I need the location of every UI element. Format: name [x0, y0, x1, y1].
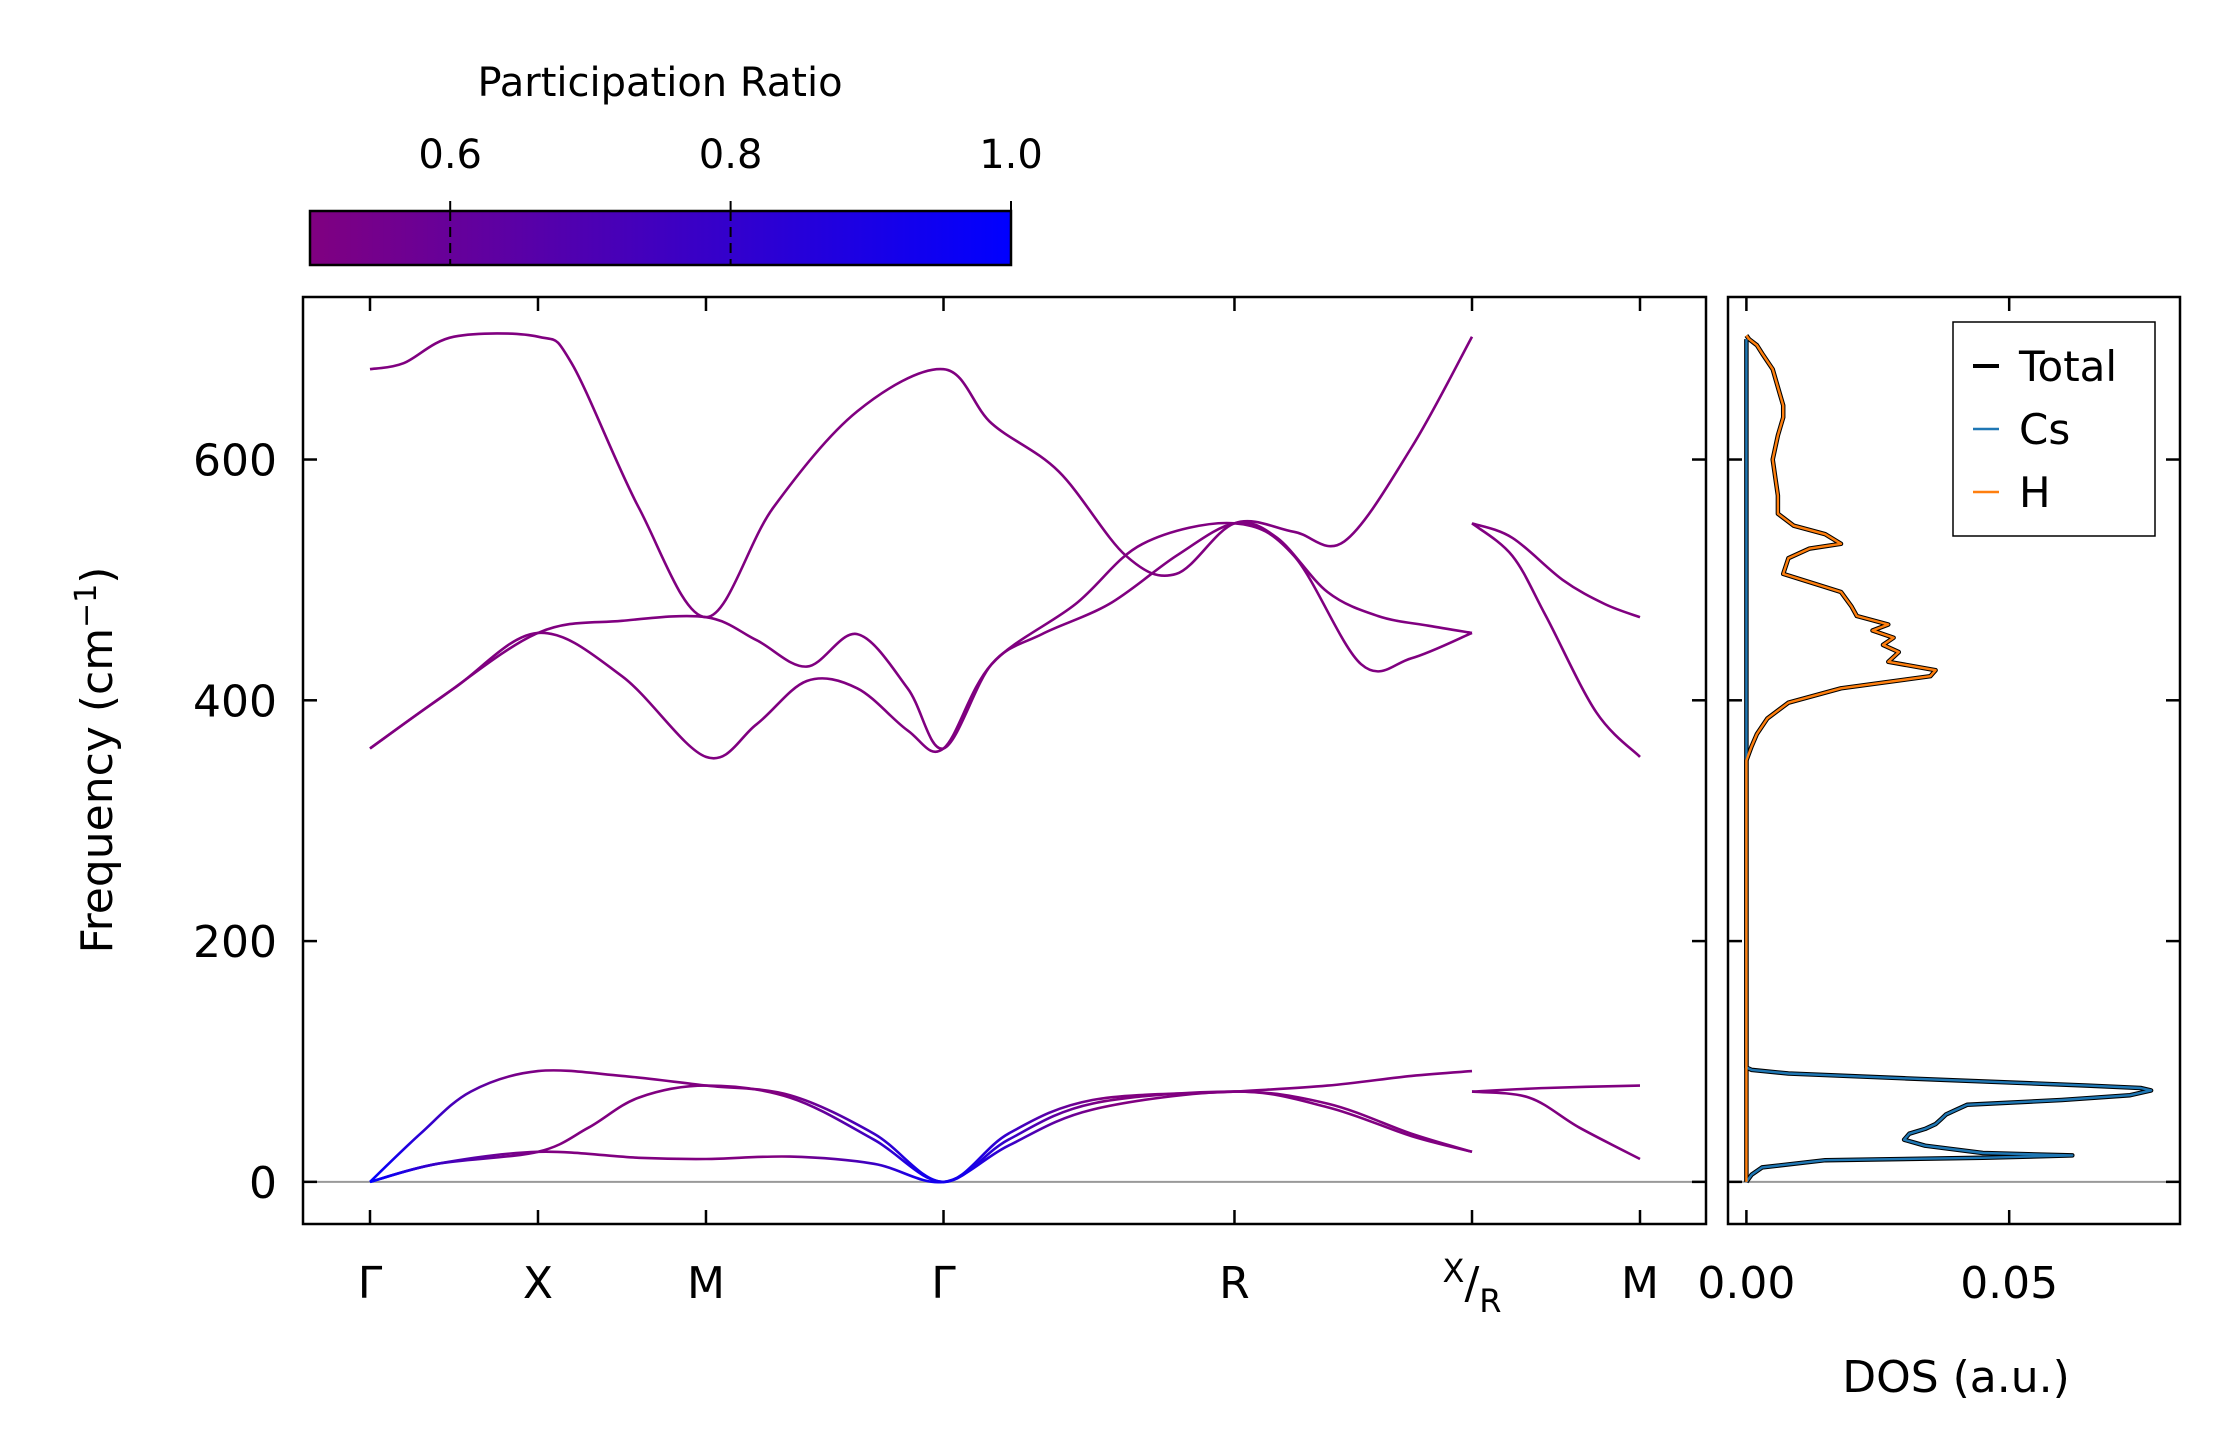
phonon-bands: [369, 332, 1641, 1184]
y-tick-label: 0: [249, 1158, 277, 1209]
band-optic-lower: [369, 521, 1473, 760]
colorbar-tick-label: 0.6: [418, 132, 482, 178]
colorbar-title: Participation Ratio: [477, 60, 842, 106]
colorbar-tick-label: 0.8: [699, 132, 763, 178]
k-point-label: Γ: [358, 1258, 383, 1309]
band-acoustic-seg2-lower: [1471, 1090, 1641, 1161]
y-tick-label: 200: [193, 917, 277, 968]
colorbar-tick-label: 1.0: [979, 132, 1043, 178]
band-acoustic-mid: [369, 1084, 1473, 1184]
band-optic-middle: [369, 521, 1473, 750]
dos-total-outline: [1744, 334, 1938, 1182]
band-structure-panel: 0 200 400 600 Γ X M Γ R X/R M Frequency (cm−1): [69, 295, 1708, 1320]
dos-x-tick-label: 0.05: [1960, 1258, 2058, 1309]
dos-curves: [1744, 334, 2154, 1184]
y-tick-label: 400: [193, 676, 277, 727]
dos-axis-ticks: 0.00 0.05: [1697, 297, 2180, 1309]
band-optic-upper: [369, 332, 1474, 619]
dos-axes-frame: [1726, 295, 2182, 1226]
band-axes-frame: [301, 295, 1708, 1226]
x-axis-ticks: Γ X M Γ R X/R M: [358, 297, 1659, 1320]
k-point-label: X/R: [1443, 1252, 1502, 1320]
dos-curve-h: [1745, 334, 1937, 1182]
band-acoustic-seg2-upper: [1471, 1084, 1641, 1093]
dos-curve-cs: [1745, 339, 2153, 1183]
dos-x-tick-label: 0.00: [1697, 1258, 1795, 1309]
dos-legend: Total Cs H: [1952, 321, 2156, 537]
legend-label: Cs: [2019, 405, 2070, 454]
dos-panel: 0.00 0.05 DOS (a.u.) Total Cs H: [1697, 295, 2182, 1403]
legend-label: Total: [2018, 342, 2117, 391]
band-acoustic-lower: [369, 1090, 1473, 1184]
band-acoustic-upper: [369, 1069, 1473, 1184]
legend-label: H: [2019, 468, 2051, 517]
colorbar: Participation Ratio 0.6 0.8 1.0: [308, 60, 1043, 267]
dos-x-axis-label: DOS (a.u.): [1842, 1352, 2070, 1403]
y-axis-label: Frequency (cm−1): [69, 567, 123, 954]
y-tick-label: 600: [193, 436, 277, 487]
band-optic-seg2-lower: [1471, 522, 1641, 758]
k-point-label: Γ: [931, 1258, 956, 1309]
y-axis-ticks: 0 200 400 600: [193, 436, 1706, 1209]
k-point-label: R: [1219, 1258, 1250, 1309]
k-point-label: M: [687, 1258, 725, 1309]
k-point-label: M: [1621, 1258, 1659, 1309]
band-optic-seg2-upper: [1471, 522, 1641, 619]
colorbar-ticks: 0.6 0.8 1.0: [418, 132, 1043, 265]
colorbar-gradient: [308, 209, 1013, 267]
k-point-label: X: [523, 1258, 553, 1309]
